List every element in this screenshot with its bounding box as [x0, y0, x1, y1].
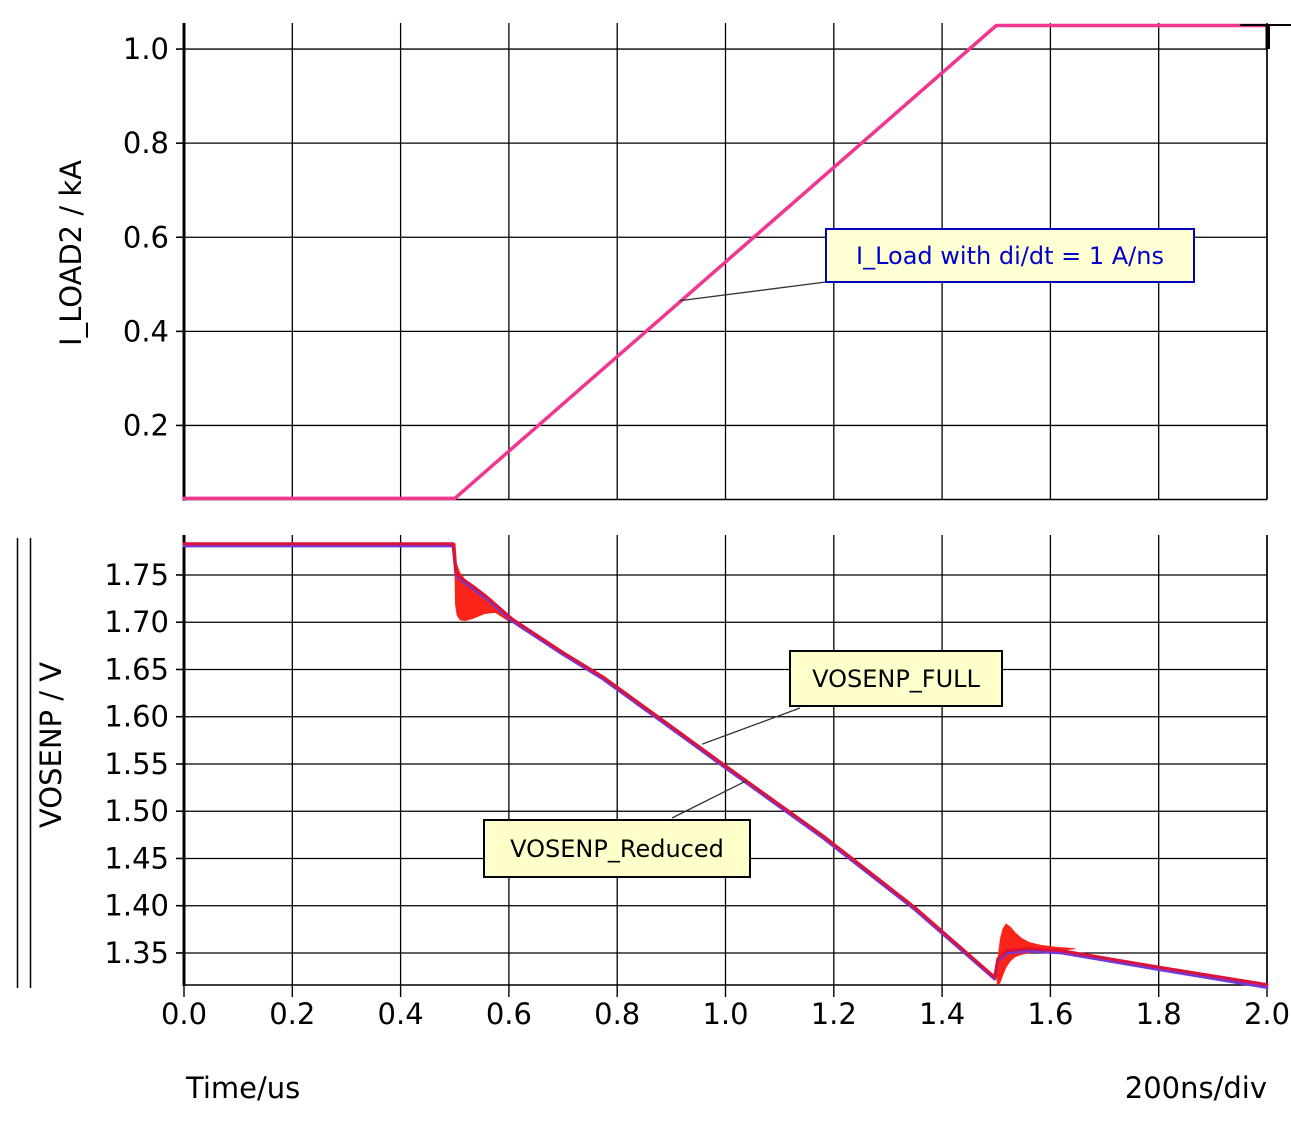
- vosenp-full-annotation-box[interactable]: VOSENP_FULL: [789, 650, 1003, 707]
- y-tick-label: 1.60: [104, 700, 169, 734]
- callout-line: [679, 281, 827, 302]
- y-tick-label: 1.70: [104, 605, 169, 639]
- iload-annotation-text: I_Load with di/dt = 1 A/ns: [856, 241, 1164, 270]
- x-tick-label: 1.4: [919, 997, 965, 1031]
- y-tick-label: 0.6: [123, 220, 169, 254]
- iload-annotation-box[interactable]: I_Load with di/dt = 1 A/ns: [825, 228, 1195, 283]
- chart-1: 1.751.701.651.601.551.501.451.401.350.0 0…: [104, 535, 1290, 1031]
- y-tick-label: 0.4: [123, 314, 169, 348]
- vosenp-reduced-annotation-box[interactable]: VOSENP_Reduced: [483, 819, 751, 878]
- axis-group-marker: [16, 538, 32, 988]
- vertical-gridlines: [183, 535, 1268, 985]
- x-tick-label: 1.2: [811, 997, 857, 1031]
- y-tick-label: 1.50: [104, 794, 169, 828]
- x-tick-labels: 0.0 0.2 0.4 0.6 0.8 1.0 1.2 1.4 1.6 1.8 2.0: [161, 985, 1290, 1031]
- x-tick-label: 1.6: [1027, 997, 1073, 1031]
- I_LOAD2-trace[interactable]: [182, 23, 1269, 501]
- ringing-at-1.5us-envelope: [996, 923, 1075, 986]
- x-tick-label: 1.8: [1136, 997, 1182, 1031]
- x-axis-title: Time/us: [186, 1071, 301, 1105]
- x-tick-label: 0.0: [161, 997, 207, 1031]
- x-tick-label: 2.0: [1244, 997, 1290, 1031]
- y-tick-label: 1.45: [104, 841, 169, 875]
- y-tick-label: 0.2: [123, 408, 169, 442]
- x-tick-label: 0.8: [594, 997, 640, 1031]
- horizontal-gridlines: 1.75 1.70 1.65 1.60 1.55 1.50 1.45 1.40 1.35: [104, 558, 1267, 970]
- VOSENP_FULL-trace[interactable]: [182, 542, 1269, 987]
- callout-line: [701, 707, 801, 745]
- top-y-axis-title: I_LOAD2 / kA: [54, 160, 88, 346]
- x-tick-label: 0.2: [269, 997, 315, 1031]
- y-tick-label: 1.65: [104, 652, 169, 686]
- callout-line: [671, 780, 747, 819]
- VOSENP_Reduced-trace[interactable]: [182, 544, 1269, 989]
- vosenp-full-annotation-text: VOSENP_FULL: [812, 664, 980, 693]
- y-tick-label: 1.40: [104, 889, 169, 923]
- top-right-axis-tick: [1240, 24, 1291, 49]
- x-tick-label: 0.4: [378, 997, 424, 1031]
- y-tick-label: 1.75: [104, 558, 169, 592]
- y-tick-label: 1.55: [104, 747, 169, 781]
- y-tick-label: 1.0: [123, 32, 169, 66]
- callout-lines: [671, 281, 827, 819]
- y-tick-label: 1.35: [104, 936, 169, 970]
- y-tick-label: 0.8: [123, 126, 169, 160]
- x-tick-label: 1.0: [702, 997, 748, 1031]
- bottom-y-axis-title: VOSENP / V: [34, 661, 68, 829]
- vosenp-reduced-annotation-text: VOSENP_Reduced: [510, 834, 724, 863]
- x-tick-label: 0.6: [486, 997, 532, 1031]
- time-per-division-label: 200ns/div: [1124, 1071, 1267, 1105]
